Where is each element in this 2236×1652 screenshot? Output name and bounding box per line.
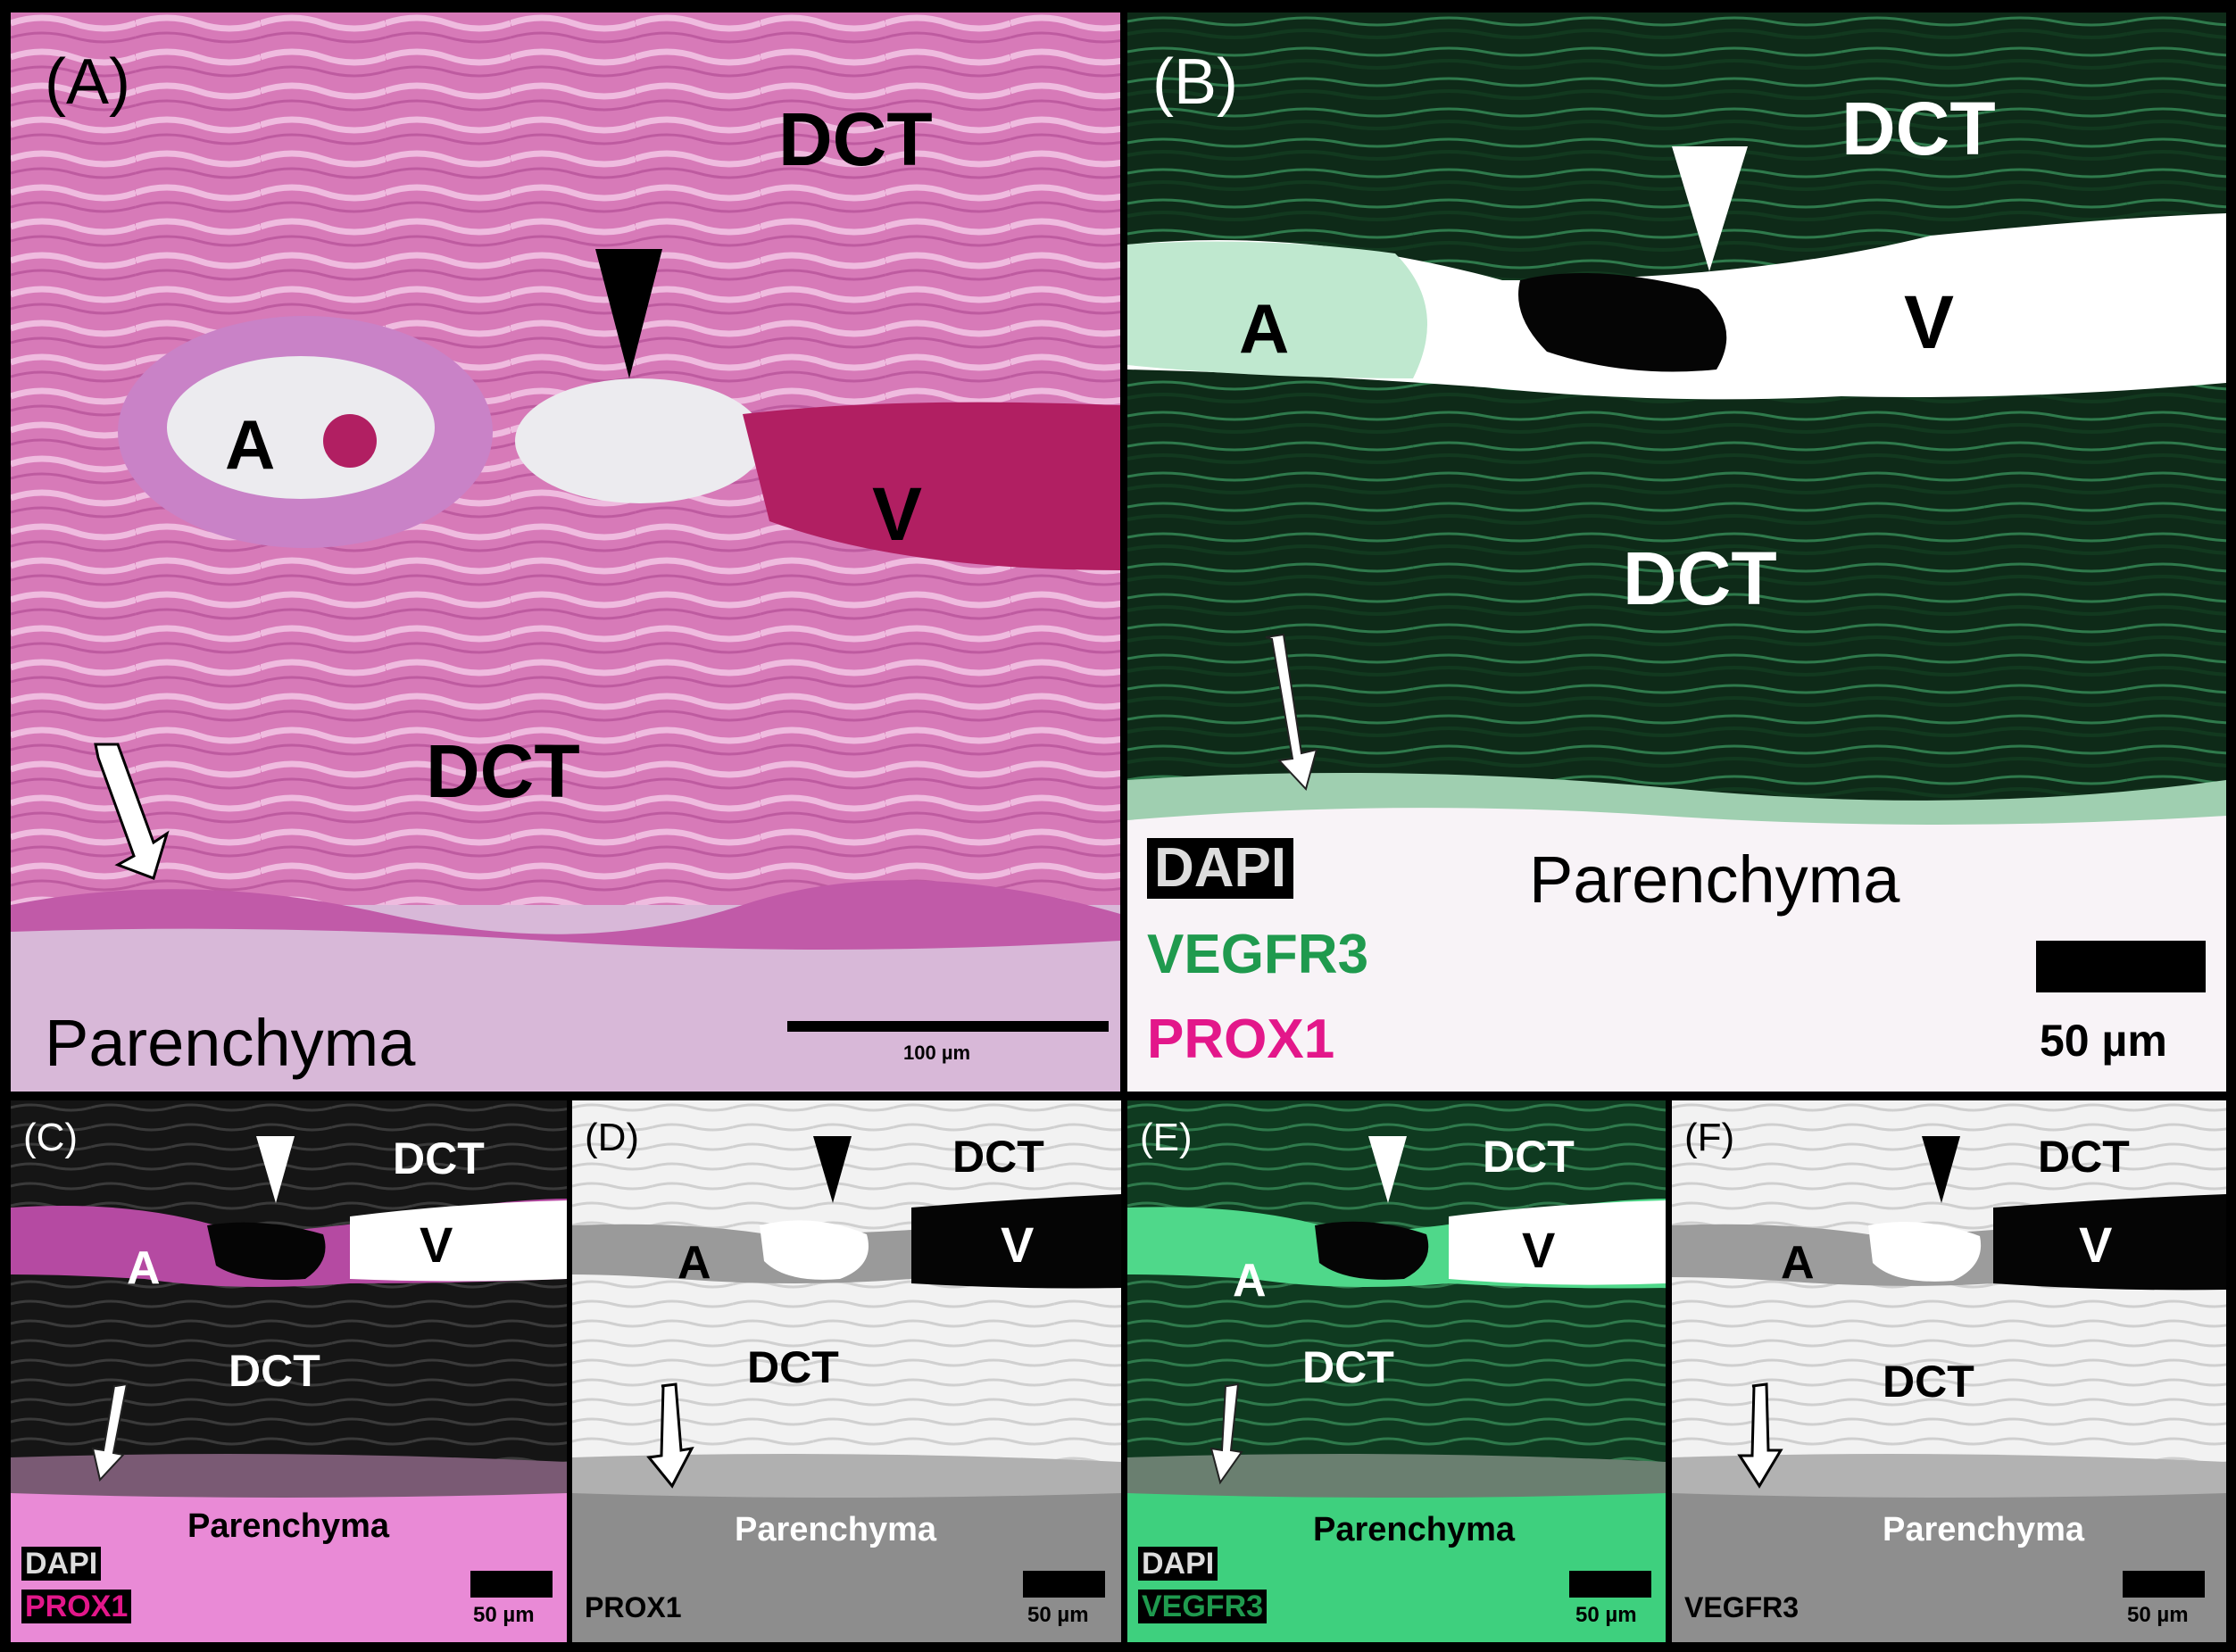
artery-label: A xyxy=(1233,1255,1267,1307)
panel-letter: (A) xyxy=(45,46,130,118)
scale-bar xyxy=(470,1571,553,1598)
panel-c: (C) DCT A V DCT Parenchyma DAPI PROX1 50… xyxy=(11,1100,567,1642)
artery-label: A xyxy=(225,405,276,484)
panel-c-image xyxy=(11,1100,567,1642)
dct-label-mid: DCT xyxy=(229,1346,320,1396)
panel-f: (F) DCT A V DCT Parenchyma VEGFR3 50 µm xyxy=(1672,1100,2226,1642)
scale-bar xyxy=(2123,1571,2205,1598)
panel-a: (A) DCT A V DCT Parenchyma 100 µm xyxy=(11,12,1120,1092)
panel-letter: (D) xyxy=(585,1116,640,1159)
panel-d: (D) DCT A V DCT Parenchyma PROX1 50 µm xyxy=(572,1100,1121,1642)
dct-label-mid: DCT xyxy=(1883,1357,1974,1407)
scale-bar-label: 100 µm xyxy=(903,1042,971,1064)
scale-bar xyxy=(787,1021,1109,1032)
arrow-marker xyxy=(1209,1382,1243,1485)
panel-b: (B) DCT A V DCT Parenchyma DAPI VEGFR3 P… xyxy=(1127,12,2226,1092)
legend-prox1: PROX1 xyxy=(1147,1009,1335,1070)
arrowhead-marker xyxy=(256,1136,295,1203)
dct-label-top: DCT xyxy=(1841,87,1996,170)
dct-label-mid: DCT xyxy=(747,1342,839,1392)
scale-bar xyxy=(1569,1571,1651,1598)
vein-label: V xyxy=(420,1216,453,1273)
panel-b-image xyxy=(1127,12,2226,1092)
dct-label-top: DCT xyxy=(778,97,933,181)
artery-label: A xyxy=(1781,1237,1815,1289)
scale-bar-label: 50 µm xyxy=(2127,1603,2189,1627)
dct-label-top: DCT xyxy=(2038,1132,2130,1182)
panel-letter: (B) xyxy=(1152,46,1238,118)
arrow-marker xyxy=(94,743,170,880)
dct-label-mid: DCT xyxy=(426,729,580,813)
parenchyma-label: Parenchyma xyxy=(187,1507,390,1545)
panel-d-image xyxy=(572,1100,1121,1642)
legend-vegfr3: VEGFR3 xyxy=(1684,1591,1800,1623)
vein-label: V xyxy=(1522,1222,1556,1278)
arrowhead-marker xyxy=(1672,146,1748,271)
legend-dapi: DAPI xyxy=(1138,1547,1218,1581)
vein-label: V xyxy=(872,472,923,556)
arrowhead-marker xyxy=(595,249,662,378)
dct-label-mid: DCT xyxy=(1623,536,1777,620)
arrow-marker xyxy=(91,1382,129,1482)
scale-bar-label: 50 µm xyxy=(1027,1603,1089,1627)
parenchyma-label: Parenchyma xyxy=(1529,843,1900,917)
artery-label: A xyxy=(677,1237,711,1289)
legend-dapi: DAPI xyxy=(21,1547,102,1581)
artery-label: A xyxy=(1239,289,1290,368)
artery-label: A xyxy=(127,1242,161,1294)
arrowhead-marker xyxy=(813,1136,852,1203)
vein-label: V xyxy=(2079,1216,2113,1273)
scale-bar-label: 50 µm xyxy=(2040,1016,2167,1066)
dct-label-top: DCT xyxy=(1483,1132,1575,1182)
panel-letter: (C) xyxy=(23,1116,79,1159)
arrow-marker xyxy=(1265,633,1318,791)
panel-letter: (F) xyxy=(1684,1116,1735,1159)
scale-bar xyxy=(1023,1571,1105,1598)
vein-label: V xyxy=(1001,1216,1035,1273)
legend-prox1: PROX1 xyxy=(585,1591,682,1623)
parenchyma-label: Parenchyma xyxy=(45,1006,416,1080)
parenchyma-label: Parenchyma xyxy=(1313,1511,1516,1548)
arrowhead-marker xyxy=(1368,1136,1407,1203)
scale-bar-label: 50 µm xyxy=(473,1603,535,1627)
scale-bar-label: 50 µm xyxy=(1575,1603,1637,1627)
arrow-marker xyxy=(646,1382,694,1489)
legend-vegfr3: VEGFR3 xyxy=(1147,924,1369,985)
arrow-marker xyxy=(1737,1382,1783,1489)
panel-a-image xyxy=(11,12,1120,1092)
legend-vegfr3: VEGFR3 xyxy=(1138,1590,1268,1623)
legend-prox1: PROX1 xyxy=(21,1590,132,1623)
panel-letter: (E) xyxy=(1140,1116,1193,1159)
scale-bar xyxy=(2036,941,2206,992)
dct-label-top: DCT xyxy=(393,1133,485,1183)
vein-label: V xyxy=(1904,280,1955,364)
dct-label-mid: DCT xyxy=(1302,1342,1394,1392)
dct-label-top: DCT xyxy=(952,1132,1044,1182)
panel-e: (E) DCT A V DCT Parenchyma DAPI VEGFR3 5… xyxy=(1127,1100,1666,1642)
legend-dapi: DAPI xyxy=(1147,838,1294,899)
parenchyma-label: Parenchyma xyxy=(1883,1511,2085,1548)
panel-f-image xyxy=(1672,1100,2226,1642)
parenchyma-label: Parenchyma xyxy=(735,1511,937,1548)
arrowhead-marker xyxy=(1922,1136,1960,1203)
